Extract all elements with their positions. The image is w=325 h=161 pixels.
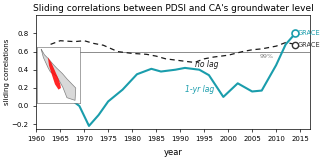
X-axis label: year: year xyxy=(163,148,182,157)
Y-axis label: sliding correlations: sliding correlations xyxy=(4,39,10,105)
Text: 1-yr lag: 1-yr lag xyxy=(185,85,214,94)
Text: GRACE: GRACE xyxy=(297,30,320,36)
Text: no lag: no lag xyxy=(195,60,218,69)
Polygon shape xyxy=(48,57,61,90)
Text: 99%: 99% xyxy=(260,54,274,59)
Title: Sliding correlations between PDSI and CA's groundwater level: Sliding correlations between PDSI and CA… xyxy=(32,4,313,13)
Text: GRACE: GRACE xyxy=(297,42,320,48)
Polygon shape xyxy=(41,49,76,100)
